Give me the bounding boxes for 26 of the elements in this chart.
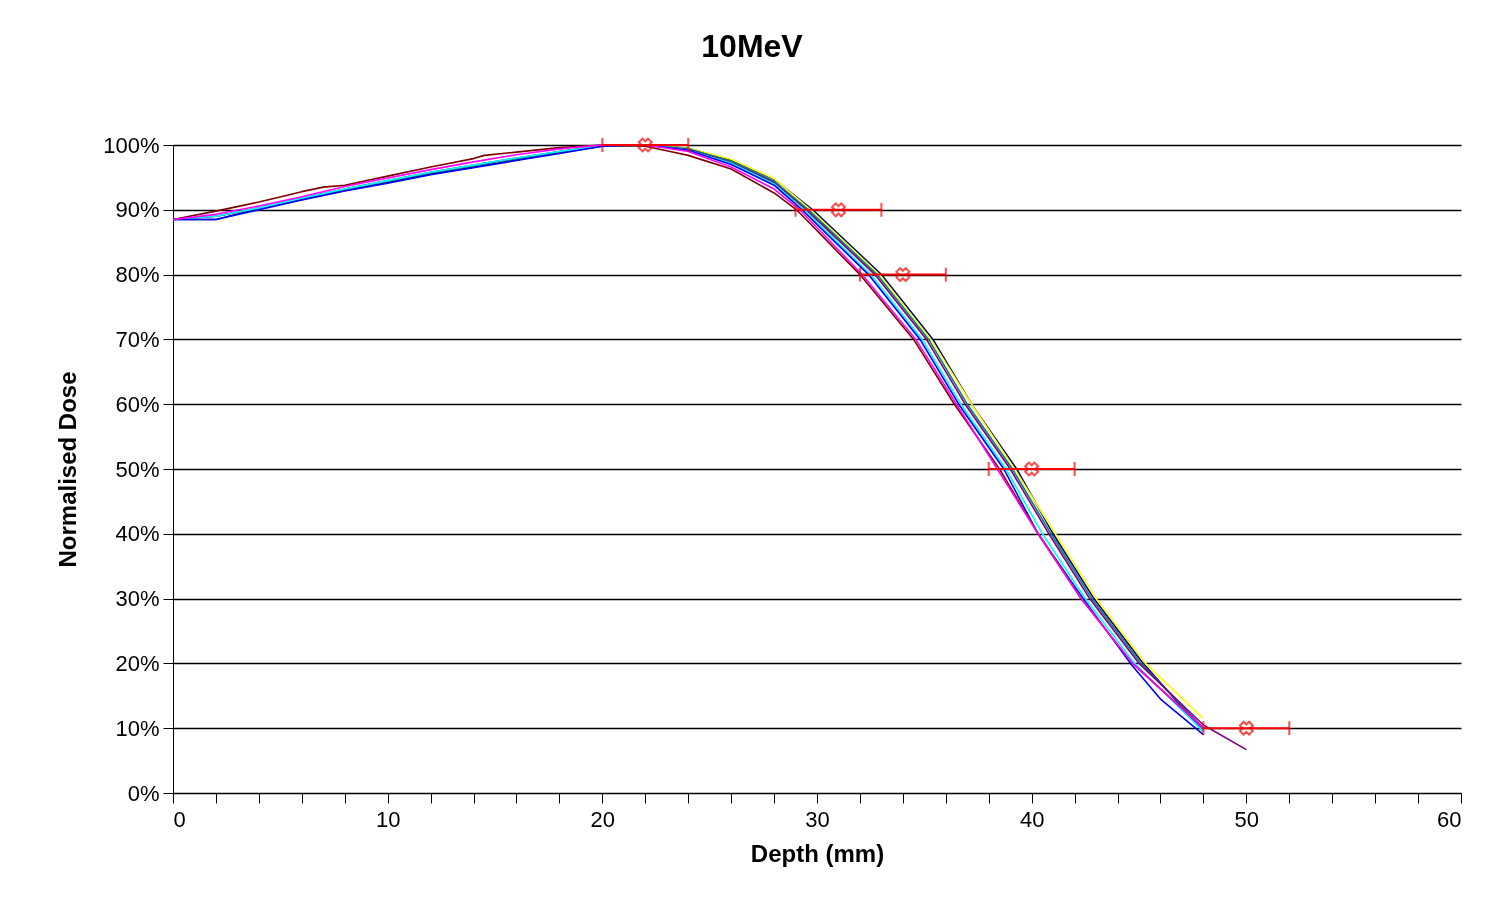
point [637, 137, 653, 153]
y-tick-label: 80% [115, 262, 160, 288]
y-tick-label: 70% [115, 326, 160, 352]
x-axis-title: Depth (mm) [750, 839, 885, 867]
x-tick-label: 30 [805, 806, 830, 832]
y-tick-label: 50% [115, 456, 160, 482]
chart-title: 10MeV [701, 28, 804, 64]
point [1024, 461, 1040, 477]
y-tick-label: 90% [115, 197, 160, 223]
y-axis-title: Normalised Dose [54, 371, 82, 568]
x-tick-label: 60 [1437, 806, 1462, 832]
y-tick-label: 100% [103, 132, 160, 158]
y-tick-label: 60% [115, 391, 160, 417]
x-tick-label: 0 [173, 806, 186, 832]
point [831, 202, 846, 218]
y-tick-label: 30% [115, 586, 160, 612]
x-tick-label: 50 [1234, 806, 1260, 832]
y-tick-label: 40% [115, 521, 160, 547]
y-tick-label: 0% [127, 780, 160, 806]
y-tick-label: 20% [115, 650, 160, 676]
point [895, 267, 911, 283]
x-tick-label: 20 [590, 806, 616, 832]
x-tick-label: 10 [375, 806, 401, 832]
x-tick-label: 40 [1019, 806, 1045, 832]
point [1238, 720, 1254, 736]
y-tick-label: 10% [115, 715, 160, 741]
